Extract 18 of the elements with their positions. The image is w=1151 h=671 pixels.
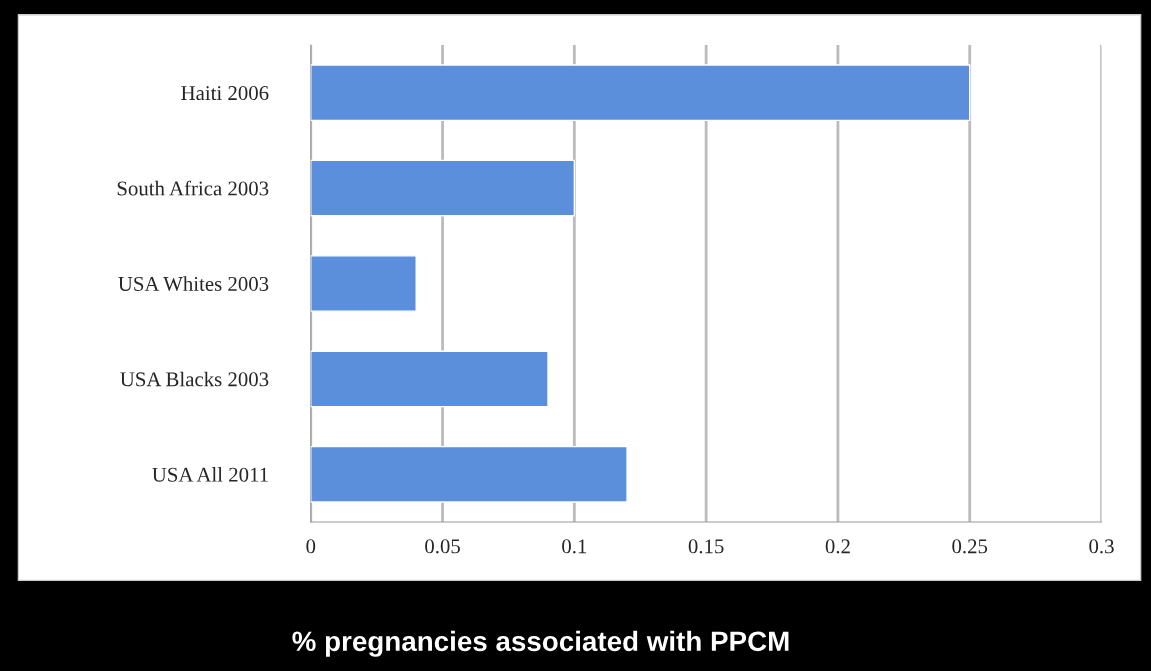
x-tick-label: 0.25 [952, 539, 988, 554]
y-tick-label: USA All 2011 [152, 467, 268, 482]
x-tick-label: 0.2 [825, 539, 850, 554]
y-tick-label: South Africa 2003 [117, 180, 269, 196]
x-tick-label: 0.1 [562, 539, 587, 554]
x-tick-label: 0 [306, 539, 316, 554]
bar [310, 350, 549, 408]
x-axis-title: % pregnancies associated with PPCM [292, 630, 789, 657]
y-tick-label: USA Blacks 2003 [120, 371, 269, 387]
x-tick-label: 0.05 [425, 539, 460, 554]
bar [310, 445, 628, 503]
x-tick-label: 0.3 [1089, 539, 1114, 554]
y-tick-label: Haiti 2006 [181, 86, 269, 101]
bar [310, 255, 417, 312]
bar [310, 64, 971, 122]
x-tick-label: 0.15 [688, 539, 724, 554]
bar [310, 159, 576, 217]
y-tick-label: USA Whites 2003 [118, 276, 269, 292]
